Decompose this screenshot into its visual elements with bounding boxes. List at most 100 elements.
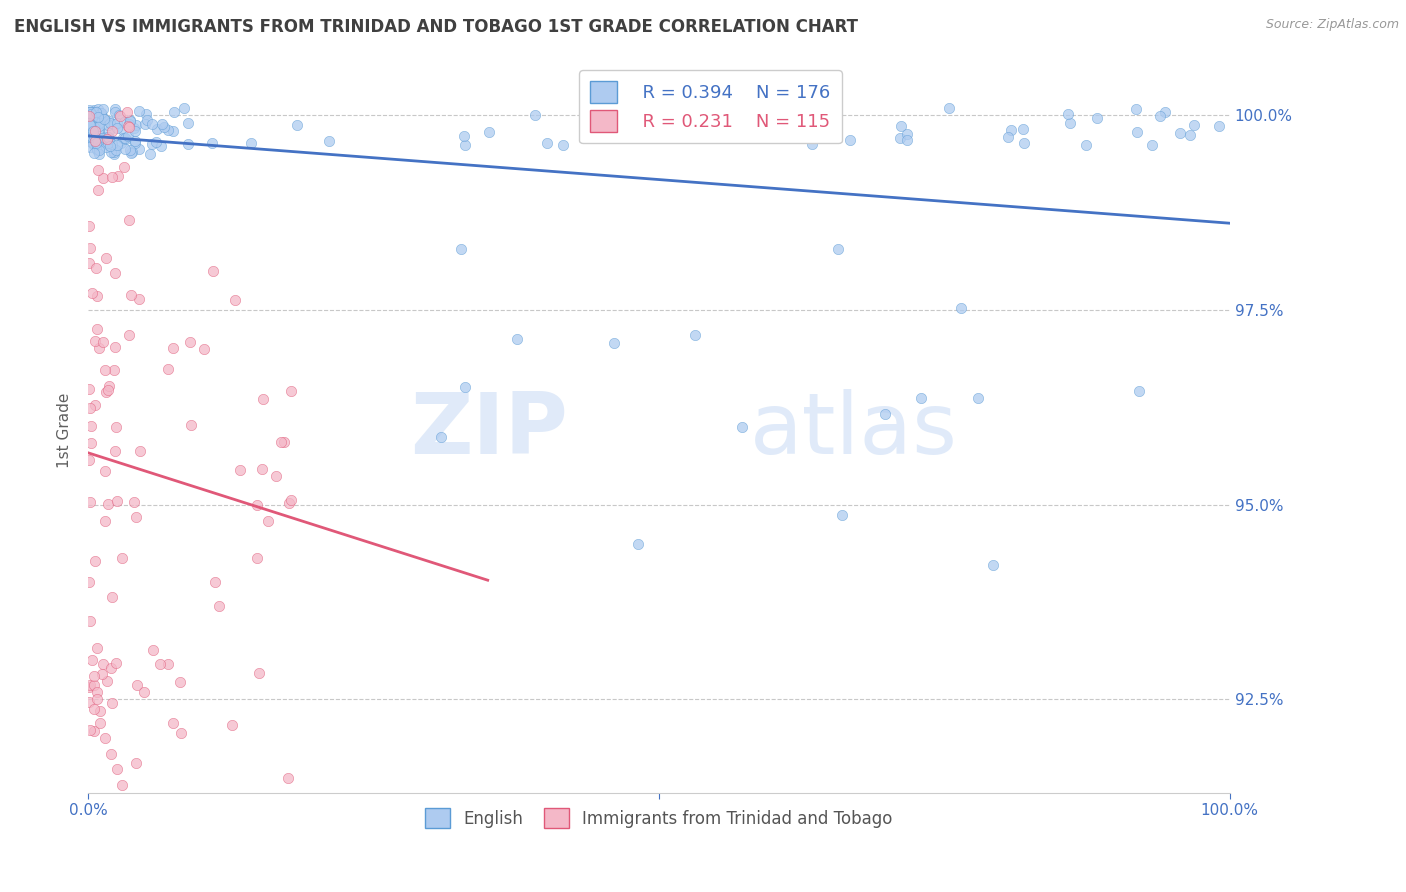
Point <box>831 508 853 522</box>
Point <box>696 114 718 128</box>
Point <box>87 123 110 137</box>
Point <box>938 102 960 116</box>
Point <box>103 146 125 161</box>
Point <box>156 657 179 671</box>
Point <box>318 135 340 149</box>
Point <box>79 382 101 396</box>
Point <box>104 266 127 280</box>
Point <box>83 119 105 133</box>
Point <box>100 145 122 160</box>
Point <box>79 122 101 136</box>
Point <box>1154 104 1177 119</box>
Point <box>80 130 103 145</box>
Point <box>117 128 139 143</box>
Point <box>79 118 101 132</box>
Point <box>506 332 529 346</box>
Point <box>117 120 139 134</box>
Point <box>120 288 142 302</box>
Point <box>221 718 243 732</box>
Point <box>79 105 101 120</box>
Point <box>1168 126 1191 140</box>
Point <box>121 145 143 160</box>
Point <box>93 514 115 528</box>
Point <box>93 130 115 145</box>
Point <box>112 131 135 145</box>
Text: ZIP: ZIP <box>411 389 568 472</box>
Point <box>98 132 121 146</box>
Point <box>105 143 128 157</box>
Point <box>118 117 141 131</box>
Point <box>90 133 112 147</box>
Point <box>120 114 142 128</box>
Point <box>91 102 114 116</box>
Point <box>678 112 700 127</box>
Point <box>179 334 201 349</box>
Point <box>84 131 107 145</box>
Point <box>93 112 115 127</box>
Point <box>84 554 107 568</box>
Point <box>117 120 139 134</box>
Point <box>80 107 103 121</box>
Point <box>97 383 120 397</box>
Point <box>87 183 110 197</box>
Point <box>141 136 163 151</box>
Point <box>125 118 148 132</box>
Point <box>94 134 117 148</box>
Y-axis label: 1st Grade: 1st Grade <box>58 392 72 468</box>
Text: Source: ZipAtlas.com: Source: ZipAtlas.com <box>1265 18 1399 31</box>
Point <box>87 132 110 146</box>
Point <box>1182 118 1205 132</box>
Point <box>79 723 101 738</box>
Point <box>180 418 202 433</box>
Point <box>124 124 146 138</box>
Point <box>683 328 706 343</box>
Point <box>80 285 103 300</box>
Point <box>1140 138 1163 153</box>
Point <box>277 771 299 785</box>
Point <box>1208 119 1230 133</box>
Point <box>207 599 229 613</box>
Point <box>551 137 574 152</box>
Point <box>80 435 103 450</box>
Point <box>83 334 105 348</box>
Point <box>86 640 108 655</box>
Point <box>120 146 142 161</box>
Point <box>108 109 131 123</box>
Point <box>93 113 115 128</box>
Point <box>101 590 124 604</box>
Point <box>101 123 124 137</box>
Point <box>270 435 292 450</box>
Point <box>79 109 101 123</box>
Point <box>599 121 621 136</box>
Text: atlas: atlas <box>751 389 959 472</box>
Point <box>82 109 104 123</box>
Point <box>97 124 120 138</box>
Point <box>79 140 101 154</box>
Point <box>112 123 135 137</box>
Point <box>128 142 150 156</box>
Point <box>839 133 862 147</box>
Point <box>83 669 105 683</box>
Point <box>80 112 103 126</box>
Point <box>82 127 104 141</box>
Point <box>86 321 108 335</box>
Point <box>82 136 104 151</box>
Point <box>79 495 101 509</box>
Point <box>79 128 101 142</box>
Point <box>738 119 761 133</box>
Point <box>100 136 122 151</box>
Point <box>79 109 101 123</box>
Point <box>79 615 101 629</box>
Point <box>114 143 136 157</box>
Point <box>246 498 269 512</box>
Point <box>105 493 128 508</box>
Point <box>86 135 108 149</box>
Point <box>280 493 302 508</box>
Point <box>90 110 112 124</box>
Point <box>1125 102 1147 116</box>
Point <box>79 117 101 131</box>
Point <box>145 122 167 136</box>
Point <box>177 136 200 151</box>
Point <box>120 143 142 157</box>
Point <box>247 666 270 681</box>
